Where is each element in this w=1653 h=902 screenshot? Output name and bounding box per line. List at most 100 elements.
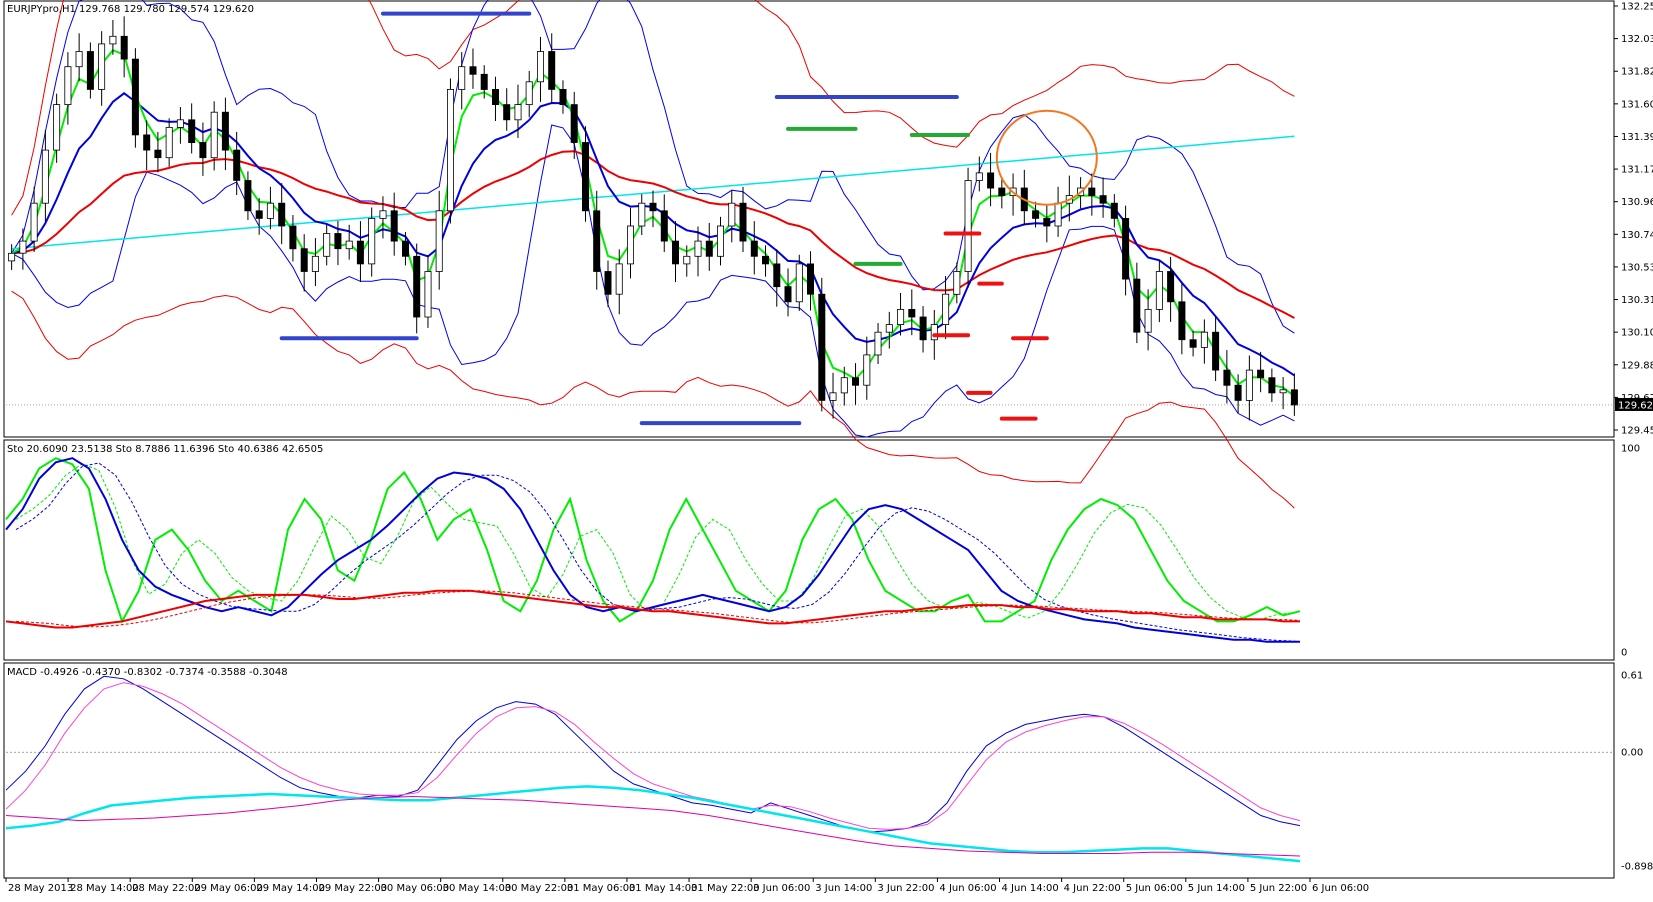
stochastic-series-layer [5,457,1301,643]
candle-body [537,51,545,83]
price-axis-label: 130.960 [1621,197,1653,208]
candle-body [64,66,72,105]
candle-body [1088,187,1096,196]
candle-body [784,286,792,303]
candle-body [1234,384,1242,401]
time-axis-label: 29 May 14:00 [256,883,325,894]
candle-body [672,240,680,265]
time-axis-label: 5 Jun 06:00 [1126,883,1183,894]
price-panel[interactable] [3,0,1615,438]
candle-body [41,149,49,204]
price-axis-label: 131.390 [1621,132,1653,143]
candle-body [176,119,184,128]
candle-body [1144,308,1152,333]
candle-body [334,233,342,250]
candle-body [750,240,758,257]
candle-body [1279,389,1287,394]
candle-body [852,377,860,386]
time-axis-label: 4 Jun 06:00 [939,883,996,894]
highlight-circle [995,109,1098,206]
candle-body [942,293,950,325]
candle-body [717,225,725,257]
price-axis-label: 130.315 [1621,295,1653,306]
candle-body [131,58,139,136]
candle-body [143,134,151,151]
candle-body [683,255,691,265]
candle-body [874,331,882,356]
bollinger-lower-red [11,290,1295,509]
candle-body [1133,278,1141,333]
time-axis-label: 4 Jun 22:00 [1064,883,1121,894]
candle-body [480,73,488,90]
candle-body [660,210,668,242]
candle-body [1099,195,1107,204]
axis-layer: 132.250 132.035 131.820 131.605 131.390 131.1… [5,2,1653,894]
candle-body [1257,369,1265,379]
stochastic-mid-signal [15,462,1301,643]
candle-body [86,51,94,90]
candle-body [120,35,128,60]
macd-axis-label: 0.00 [1621,748,1643,759]
candle-body [705,240,713,257]
candle-body [278,202,286,227]
candle-body [604,271,612,295]
time-axis-label: 29 May 22:00 [318,883,387,894]
candle-body [458,66,466,90]
candle-body [739,202,747,242]
time-axis-label: 4 Jun 14:00 [1002,883,1059,894]
candle-body [390,210,398,242]
candle-body [548,51,556,90]
candle-body [829,392,837,401]
candle-body [694,240,702,257]
candle-body [1245,369,1253,401]
candle-body [199,142,207,159]
candle-body [356,240,364,265]
candle-body [233,149,241,181]
stochastic-slow-signal [15,590,1301,628]
candle-body [897,308,905,325]
candle-body [953,271,961,295]
candle-body [311,255,319,272]
candle-body [300,248,308,272]
macd-macd-line [5,675,1301,833]
stochastic-info-label: Sto 20.6090 23.5138 Sto 8.7886 11.6396 S… [7,444,323,455]
price-axis-label: 129.885 [1621,360,1653,371]
macd-line3-line [5,785,1301,863]
candle-body [469,66,477,75]
macd-line4-line [5,795,1301,857]
candle-body [818,293,826,401]
candle-body [323,233,331,257]
candle-body [244,180,252,212]
candle-body [514,104,522,121]
candle-body [368,217,376,265]
price-axis-label: 130.100 [1621,328,1653,339]
stochastic-axis-label: 100 [1621,444,1640,455]
candle-body [649,202,657,212]
stochastic-mid-line [5,457,1300,643]
candle-body [503,104,511,121]
candle-body [165,127,173,159]
macd-signal-line [5,682,1301,830]
candle-body [75,51,83,68]
candle-body [1122,217,1130,280]
price-axis-label: 132.035 [1621,34,1653,45]
candle-body [19,240,27,254]
candle-body [840,377,848,394]
stochastic-panel[interactable] [3,439,1615,661]
candle-body [1178,301,1186,341]
candle-body [266,202,274,219]
price-axis-label: 129.455 [1621,426,1653,437]
time-axis-label: 28 May 14:00 [70,883,139,894]
time-axis-label: 31 May 06:00 [567,883,636,894]
macd-series-layer [5,675,1614,863]
candle-body [221,111,229,151]
price-axis-label: 131.605 [1621,99,1653,110]
candle-body [1189,339,1197,348]
candle-body [885,324,893,333]
price-axis-label: 131.820 [1621,67,1653,78]
macd-panel[interactable] [3,662,1615,879]
candle-body [919,316,927,341]
candle-body [424,271,432,318]
